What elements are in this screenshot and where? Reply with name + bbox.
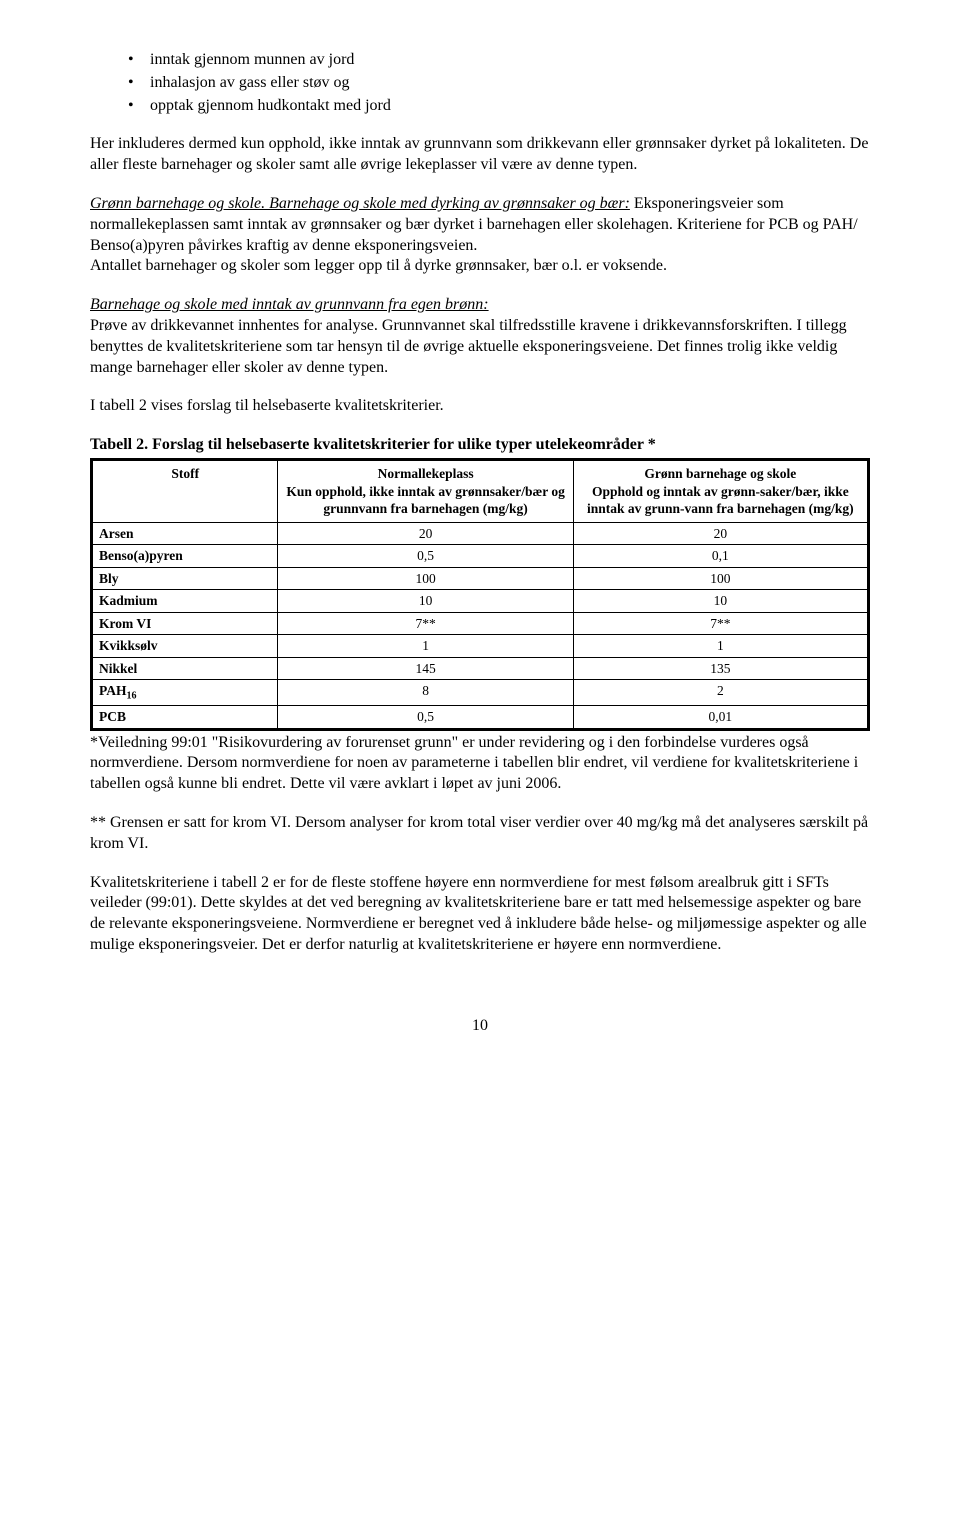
row-value-2: 135 — [573, 657, 868, 680]
row-value-2: 7** — [573, 612, 868, 635]
row-value-1: 0,5 — [278, 545, 573, 568]
table-title: Tabell 2. Forslag til helsebaserte kvali… — [90, 435, 870, 456]
underline-italic-lead: Barnehage og skole med inntak av grunnva… — [90, 296, 489, 313]
text: *Veiledning 99:01 "Risikovurdering av fo… — [90, 734, 858, 793]
table-header-col1: NormallekeplassKun opphold, ikke inntak … — [278, 459, 573, 522]
table-row: Krom VI7**7** — [92, 612, 869, 635]
criteria-table: Stoff NormallekeplassKun opphold, ikke i… — [90, 458, 870, 731]
text: Stoff — [171, 466, 199, 481]
text: 10 — [472, 1017, 488, 1034]
paragraph: Her inkluderes dermed kun opphold, ikke … — [90, 134, 870, 176]
text: ** Grensen er satt for krom VI. Dersom a… — [90, 814, 868, 852]
document-page: inntak gjennom munnen av jord inhalasjon… — [0, 0, 960, 1077]
text: Kvalitetskriteriene i tabell 2 er for de… — [90, 874, 867, 953]
row-name: PCB — [92, 706, 278, 730]
table-row: Kadmium1010 — [92, 590, 869, 613]
underline-italic-lead: Grønn barnehage og skole. Barnehage og s… — [90, 195, 630, 212]
row-value-2: 20 — [573, 522, 868, 545]
table-header-row: Stoff NormallekeplassKun opphold, ikke i… — [92, 459, 869, 522]
bullet-item: opptak gjennom hudkontakt med jord — [128, 96, 870, 117]
paragraph: I tabell 2 vises forslag til helsebasert… — [90, 396, 870, 417]
row-value-2: 100 — [573, 567, 868, 590]
row-value-2: 1 — [573, 635, 868, 658]
text: Prøve av drikkevannet innhentes for anal… — [90, 317, 847, 376]
row-value-1: 7** — [278, 612, 573, 635]
paragraph: Barnehage og skole med inntak av grunnva… — [90, 295, 870, 378]
text: Antallet barnehager og skoler som legger… — [90, 257, 667, 274]
row-value-1: 20 — [278, 522, 573, 545]
bullet-item: inhalasjon av gass eller støv og — [128, 73, 870, 94]
row-name: Benso(a)pyren — [92, 545, 278, 568]
paragraph: *Veiledning 99:01 "Risikovurdering av fo… — [90, 733, 870, 795]
row-name: PAH16 — [92, 680, 278, 706]
row-value-1: 100 — [278, 567, 573, 590]
table-body: Arsen2020Benso(a)pyren0,50,1Bly100100Kad… — [92, 522, 869, 729]
table-row: PAH1682 — [92, 680, 869, 706]
paragraph: Kvalitetskriteriene i tabell 2 er for de… — [90, 873, 870, 956]
table-row: Benso(a)pyren0,50,1 — [92, 545, 869, 568]
table-row: Bly100100 — [92, 567, 869, 590]
table-row: PCB0,50,01 — [92, 706, 869, 730]
bullet-list: inntak gjennom munnen av jord inhalasjon… — [90, 50, 870, 116]
table-row: Arsen2020 — [92, 522, 869, 545]
bullet-text: inhalasjon av gass eller støv og — [150, 74, 350, 91]
row-value-2: 0,1 — [573, 545, 868, 568]
row-name: Kvikksølv — [92, 635, 278, 658]
page-number: 10 — [90, 1016, 870, 1037]
bullet-text: inntak gjennom munnen av jord — [150, 51, 354, 68]
row-value-2: 0,01 — [573, 706, 868, 730]
row-name: Kadmium — [92, 590, 278, 613]
row-value-1: 10 — [278, 590, 573, 613]
row-name: Bly — [92, 567, 278, 590]
table-row: Kvikksølv11 — [92, 635, 869, 658]
row-value-1: 8 — [278, 680, 573, 706]
table-header-col2: Grønn barnehage og skoleOpphold og innta… — [573, 459, 868, 522]
row-value-2: 10 — [573, 590, 868, 613]
text: Her inkluderes dermed kun opphold, ikke … — [90, 135, 868, 173]
text: Tabell 2. Forslag til helsebaserte kvali… — [90, 436, 656, 453]
table-row: Nikkel145135 — [92, 657, 869, 680]
row-value-1: 1 — [278, 635, 573, 658]
row-value-1: 0,5 — [278, 706, 573, 730]
row-value-2: 2 — [573, 680, 868, 706]
table-header-stoff: Stoff — [92, 459, 278, 522]
row-name: Nikkel — [92, 657, 278, 680]
bullet-text: opptak gjennom hudkontakt med jord — [150, 97, 391, 114]
row-value-1: 145 — [278, 657, 573, 680]
text: I tabell 2 vises forslag til helsebasert… — [90, 397, 444, 414]
paragraph: Grønn barnehage og skole. Barnehage og s… — [90, 194, 870, 277]
paragraph: ** Grensen er satt for krom VI. Dersom a… — [90, 813, 870, 855]
row-name: Arsen — [92, 522, 278, 545]
row-name: Krom VI — [92, 612, 278, 635]
bullet-item: inntak gjennom munnen av jord — [128, 50, 870, 71]
